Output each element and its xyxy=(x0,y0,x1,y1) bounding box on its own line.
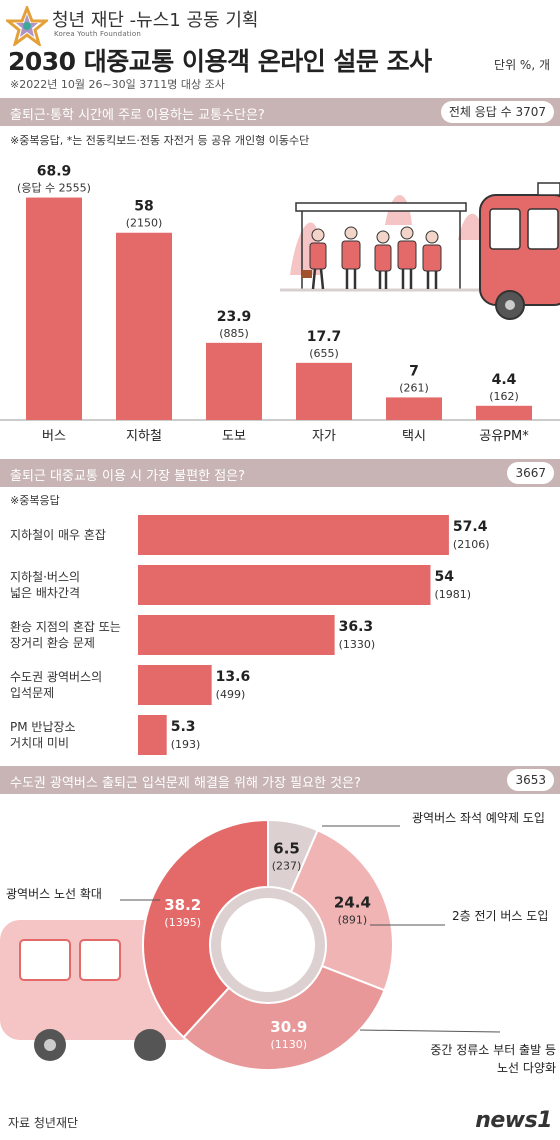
hbar-category-label-1-1: 넓은 배차간격 xyxy=(10,586,80,600)
hbar-category-label-3-1: 입석문제 xyxy=(10,686,54,700)
category-label-2: 도보 xyxy=(222,429,246,444)
bar-1 xyxy=(116,232,172,420)
bar-value-label-1: 58 xyxy=(134,199,153,215)
hbar-value-label-0: 57.4 xyxy=(453,519,488,535)
donut-count-label-2: (1130) xyxy=(271,1038,308,1051)
source-label: 자료 청년재단 xyxy=(8,1116,79,1130)
org-name-en: Korea Youth Foundation xyxy=(54,30,142,38)
donut-count-label-1: (891) xyxy=(338,914,368,927)
response-count-badge-1: 전체 응답 수 3707 xyxy=(440,101,554,123)
donut-count-label-3: (1395) xyxy=(164,916,201,929)
hbar-count-label-0: (2106) xyxy=(453,538,490,551)
bar-value-label-2: 23.9 xyxy=(217,309,252,325)
survey-subtitle: ※2022년 10월 26~30일 3711명 대상 조사 xyxy=(10,78,225,91)
hbar-value-label-2: 36.3 xyxy=(339,619,374,635)
hbar-category-label-3-0: 수도권 광역버스의 xyxy=(10,670,102,684)
donut-inner-ring xyxy=(211,888,325,1002)
hbar-count-label-2: (1330) xyxy=(339,638,376,651)
donut-value-label-0: 6.5 xyxy=(273,839,300,857)
bar-value-label-0: 68.9 xyxy=(37,164,72,180)
category-label-1: 지하철 xyxy=(126,429,162,444)
donut-slice-3 xyxy=(142,818,269,1039)
category-label-4: 택시 xyxy=(402,429,426,444)
bar-2 xyxy=(206,342,262,420)
question-3-text: 수도권 광역버스 출퇴근 입석문제 해결을 위해 가장 필요한 것은? xyxy=(10,776,361,791)
donut-category-label-2-0: 중간 정류소 부터 출발 등 xyxy=(430,1043,556,1057)
hbar-1 xyxy=(138,565,431,605)
hbar-count-label-3: (499) xyxy=(216,688,246,701)
bar-0 xyxy=(26,197,82,420)
hbar-category-label-0-0: 지하철이 매우 혼잡 xyxy=(10,528,106,542)
bar-count-label-3: (655) xyxy=(309,347,339,360)
donut-hole xyxy=(212,889,324,1001)
bar-count-label-5: (162) xyxy=(489,390,519,403)
section-2-note: ※중복응답 xyxy=(10,494,60,507)
hbar-category-label-4-0: PM 반납장소 xyxy=(10,720,76,734)
category-label-3: 자가 xyxy=(312,429,336,444)
question-bar-2 xyxy=(0,459,560,487)
donut-category-label-3-0: 광역버스 노선 확대 xyxy=(6,887,102,901)
hbar-value-label-1: 54 xyxy=(435,569,455,585)
donut-category-label-0-0: 광역버스 좌석 예약제 도입 xyxy=(412,810,545,825)
bus-stop-illustration-icon xyxy=(280,182,560,320)
bar-value-label-4: 7 xyxy=(409,363,419,379)
donut-slice-2 xyxy=(182,964,386,1071)
hbar-category-label-2-0: 환승 지점의 혼잡 또는 xyxy=(10,620,121,634)
response-count-badge-3: 3653 xyxy=(507,769,554,791)
response-count-badge-2: 3667 xyxy=(507,462,554,484)
hbar-value-label-4: 5.3 xyxy=(171,719,196,735)
hbar-4 xyxy=(138,715,167,755)
question-1-text: 출퇴근·통학 시간에 주로 이용하는 교통수단은? xyxy=(10,108,265,123)
category-label-0: 버스 xyxy=(42,429,66,444)
news1-logo: news1 xyxy=(475,1108,552,1133)
bar-3 xyxy=(296,362,352,420)
bar-5 xyxy=(476,405,532,420)
org-name: 청년 재단 -뉴스1 공동 기획 xyxy=(52,10,259,31)
hbar-0 xyxy=(138,515,449,555)
bar-count-label-2: (885) xyxy=(219,327,249,340)
bar-value-label-3: 17.7 xyxy=(307,329,342,345)
bar-count-label-0: (응답 수 2555) xyxy=(17,182,91,195)
foundation-star-logo-icon xyxy=(6,6,48,46)
section-1-note: ※중복응답, *는 전동킥보드·전동 자전거 등 공유 개인형 이동수단 xyxy=(10,134,310,147)
donut-value-label-2: 30.9 xyxy=(270,1018,307,1036)
bar-count-label-4: (261) xyxy=(399,381,429,394)
donut-leader-line-2 xyxy=(359,1029,501,1033)
donut-category-label-2-1: 노선 다양화 xyxy=(497,1061,556,1075)
hbar-category-label-1-0: 지하철·버스의 xyxy=(10,570,80,584)
solution-donut-chart: 6.5 (237) 24.4 (891) 30.9 (1130) 38.2 (1395) 광역버… xyxy=(6,810,556,1075)
donut-slice-1 xyxy=(289,828,394,992)
hbar-3 xyxy=(138,665,212,705)
hbar-category-label-2-1: 장거리 환승 문제 xyxy=(10,636,95,650)
donut-category-label-1-0: 2층 전기 버스 도입 xyxy=(452,909,548,923)
bar-value-label-5: 4.4 xyxy=(492,372,517,388)
hbar-category-label-4-1: 거치대 미비 xyxy=(10,736,69,750)
hbar-2 xyxy=(138,615,335,655)
category-label-5: 공유PM* xyxy=(479,429,529,444)
bar-count-label-1: (2150) xyxy=(126,217,163,230)
page-title: 2030 대중교통 이용객 온라인 설문 조사 xyxy=(8,47,432,76)
question-2-text: 출퇴근 대중교통 이용 시 가장 불편한 점은? xyxy=(10,469,246,484)
bar-4 xyxy=(386,397,442,420)
hbar-count-label-4: (193) xyxy=(171,738,201,751)
question-bar-3 xyxy=(0,766,560,794)
hbar-count-label-1: (1981) xyxy=(435,588,472,601)
donut-value-label-1: 24.4 xyxy=(334,894,371,912)
unit-label: 단위 %, 개 xyxy=(494,58,550,72)
donut-value-label-3: 38.2 xyxy=(164,896,201,914)
hbar-value-label-3: 13.6 xyxy=(216,669,251,685)
donut-count-label-0: (237) xyxy=(272,859,302,872)
transport-bar-chart: 68.9 (응답 수 2555) 버스 58 (2150) 지하철 23.9 (885) 도보 1… xyxy=(0,164,560,444)
